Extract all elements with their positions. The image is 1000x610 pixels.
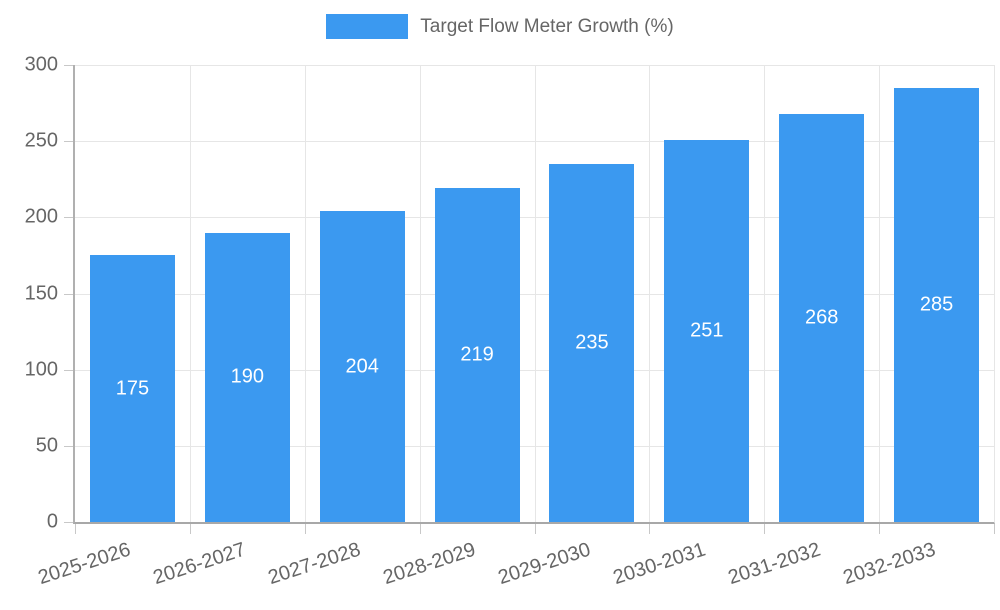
legend[interactable]: Target Flow Meter Growth (%) [0, 14, 1000, 39]
y-axis-tick-label: 250 [24, 129, 58, 152]
bar-value-label: 285 [919, 293, 954, 316]
bar-value-label: 268 [805, 306, 839, 329]
gridline-vertical [879, 65, 881, 522]
x-axis-tick [649, 524, 651, 534]
x-axis-tick [764, 524, 766, 534]
gridline-vertical [534, 65, 536, 522]
y-axis-tick-label: 200 [24, 205, 58, 228]
bar[interactable] [204, 232, 290, 522]
bar[interactable] [319, 211, 405, 522]
legend-swatch-icon [326, 14, 409, 39]
legend-label: Target Flow Meter Growth (%) [420, 15, 674, 37]
y-axis-tick [64, 369, 73, 371]
y-axis-tick-label: 100 [24, 358, 58, 381]
y-axis-tick-label: 150 [24, 282, 58, 304]
y-axis-tick [64, 445, 73, 447]
gridline-vertical [304, 65, 306, 522]
bar-value-label: 175 [115, 377, 150, 400]
y-axis-tick [64, 65, 73, 66]
x-axis-tick [189, 524, 191, 534]
y-axis-tick [64, 522, 73, 523]
bar[interactable] [89, 255, 175, 522]
y-axis-tick-label: 300 [24, 53, 58, 76]
bar[interactable] [664, 139, 750, 522]
y-axis-tick-label: 0 [46, 510, 58, 533]
y-axis-tick [64, 141, 73, 143]
plot-area: 175 190 204 219 235 251 268 285 [64, 65, 995, 534]
gridline-vertical [764, 65, 766, 522]
x-axis-tick [304, 524, 306, 534]
bar[interactable] [779, 113, 865, 522]
gridline-vertical [419, 65, 421, 522]
x-axis-tick [75, 524, 76, 534]
x-axis-tick [419, 524, 421, 534]
x-axis-tick [534, 524, 536, 534]
bar-value-label: 219 [460, 343, 494, 366]
bar[interactable] [434, 188, 520, 522]
y-axis-tick-label: 50 [35, 434, 58, 457]
bar-value-label: 235 [575, 331, 609, 354]
bar-value-label: 204 [345, 355, 379, 378]
gridline-vertical [649, 65, 651, 522]
bar[interactable] [549, 164, 635, 522]
bar-value-label: 190 [230, 365, 264, 388]
x-axis-labels: 2025-2026 2026-2027 2027-2028 2028-2029 2029… [36, 524, 992, 600]
y-axis-labels: 0 50 100 150 200 250 300 [0, 54, 58, 533]
gridline-vertical [189, 65, 191, 522]
bar-value-label: 251 [690, 319, 724, 342]
x-axis-tick [994, 524, 995, 534]
y-axis-tick [64, 217, 73, 219]
x-axis-tick [879, 524, 881, 534]
y-axis-tick [64, 293, 73, 295]
bar[interactable] [894, 87, 980, 522]
